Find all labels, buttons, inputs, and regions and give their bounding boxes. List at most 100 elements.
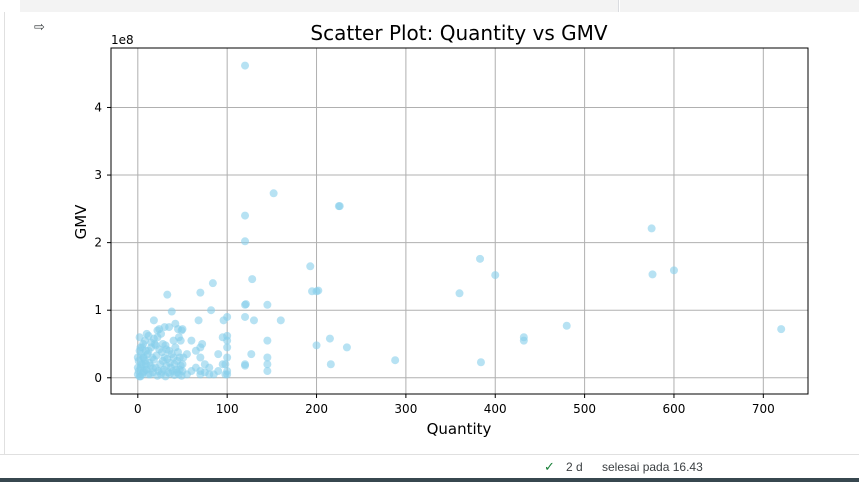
axis-ticks: 0 100 200 300 400 500 600 700 0 1 2 3 4 [94,100,774,416]
data-point [241,312,250,321]
output-arrow-icon[interactable]: ⇨ [34,20,45,35]
data-point [519,333,528,342]
data-point [669,266,678,275]
data-point [562,321,571,330]
data-point [151,341,160,350]
data-point [476,254,485,263]
data-point [196,353,205,362]
x-axis-label: Quantity [427,420,492,438]
data-point [241,211,250,220]
data-point [306,262,315,271]
data-point [223,336,232,345]
data-point [263,336,272,345]
data-point [133,353,142,362]
data-point [196,343,205,352]
data-point [326,360,335,369]
data-point [249,316,258,325]
data-point [325,334,334,343]
y-tick-label: 0 [94,371,102,385]
data-point [178,360,187,369]
data-point [141,360,150,369]
data-point [241,61,250,70]
data-point [214,367,223,376]
data-point [335,202,344,211]
data-point [153,326,162,335]
data-point [142,329,151,338]
data-point [223,312,232,321]
data-point [187,336,196,345]
y-tick-label: 1 [94,303,102,317]
data-point [160,323,169,332]
data-point [174,333,183,342]
data-point [167,307,176,316]
data-point [263,353,272,362]
completion-status: selesai pada 16.43 [602,460,703,474]
data-point [312,341,321,350]
x-tick-label: 300 [394,402,417,416]
data-point [241,361,250,370]
data-point [455,289,464,298]
x-tick-label: 600 [663,402,686,416]
x-tick-label: 200 [305,402,328,416]
strip-divider [618,0,619,12]
status-bar: ✓ 2 d selesai pada 16.43 [0,454,859,479]
x-tick-label: 400 [484,402,507,416]
data-point [314,286,323,295]
data-point [276,316,285,325]
data-point [140,353,149,362]
data-points [133,61,786,381]
data-point [342,343,351,352]
x-tick-label: 500 [573,402,596,416]
data-point [144,346,153,355]
y-tick-label: 3 [94,168,102,182]
data-point [247,350,256,359]
data-point [647,224,656,233]
bottom-bar [0,478,859,482]
chart-title: Scatter Plot: Quantity vs GMV [310,21,607,45]
data-point [146,370,155,379]
check-icon: ✓ [544,459,555,474]
y-axis-label: GMV [72,204,90,240]
plot-frame [110,47,809,395]
data-point [248,275,257,284]
data-point [648,270,657,279]
data-point [218,360,227,369]
scatter-chart: Scatter Plot: Quantity vs GMV 1e8 0 100 20… [72,21,809,438]
data-point [178,325,187,334]
y-tick-label: 2 [94,236,102,250]
data-point [263,367,272,376]
data-point [263,360,272,369]
y-offset-label: 1e8 [111,33,134,47]
data-point [205,363,214,372]
data-point [135,346,144,355]
data-point [207,306,216,315]
previous-cell-bottom [20,0,618,12]
x-tick-label: 0 [134,402,142,416]
y-tick-label: 4 [94,100,102,114]
data-point [269,189,278,198]
data-point [223,353,232,362]
data-point [149,316,158,325]
data-point [208,279,217,288]
data-point [196,288,205,297]
data-point [476,358,485,367]
data-point [162,345,171,354]
output-cell [0,12,859,454]
data-point [149,334,158,343]
cell-left-border [4,12,5,454]
top-strip [0,0,859,12]
data-point [163,290,172,299]
data-point [391,356,400,365]
data-point [223,367,232,376]
data-point [179,353,188,362]
data-point [263,300,272,309]
data-point [241,300,250,309]
x-tick-label: 100 [216,402,239,416]
side-panel-bottom [620,0,859,12]
data-point [214,350,223,359]
data-point [777,325,786,334]
data-point [223,343,232,352]
data-point [241,237,250,246]
grid [111,48,808,394]
data-point [491,271,500,280]
